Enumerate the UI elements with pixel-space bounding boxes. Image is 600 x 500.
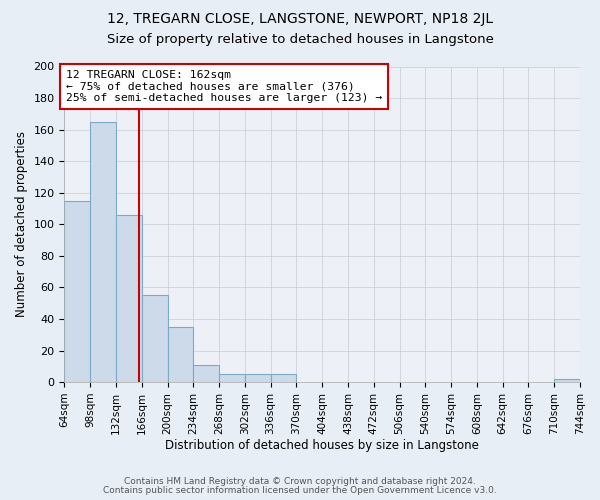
Bar xyxy=(193,364,219,382)
Bar xyxy=(271,374,296,382)
X-axis label: Distribution of detached houses by size in Langstone: Distribution of detached houses by size … xyxy=(165,440,479,452)
Bar xyxy=(90,122,116,382)
Text: Contains HM Land Registry data © Crown copyright and database right 2024.: Contains HM Land Registry data © Crown c… xyxy=(124,477,476,486)
Bar xyxy=(116,215,142,382)
Bar xyxy=(219,374,245,382)
Text: 12 TREGARN CLOSE: 162sqm
← 75% of detached houses are smaller (376)
25% of semi-: 12 TREGARN CLOSE: 162sqm ← 75% of detach… xyxy=(66,70,382,103)
Text: Contains public sector information licensed under the Open Government Licence v3: Contains public sector information licen… xyxy=(103,486,497,495)
Bar xyxy=(64,200,90,382)
Bar xyxy=(142,296,167,382)
Bar xyxy=(167,327,193,382)
Bar xyxy=(245,374,271,382)
Y-axis label: Number of detached properties: Number of detached properties xyxy=(15,132,28,318)
Bar xyxy=(554,379,580,382)
Text: Size of property relative to detached houses in Langstone: Size of property relative to detached ho… xyxy=(107,32,493,46)
Text: 12, TREGARN CLOSE, LANGSTONE, NEWPORT, NP18 2JL: 12, TREGARN CLOSE, LANGSTONE, NEWPORT, N… xyxy=(107,12,493,26)
